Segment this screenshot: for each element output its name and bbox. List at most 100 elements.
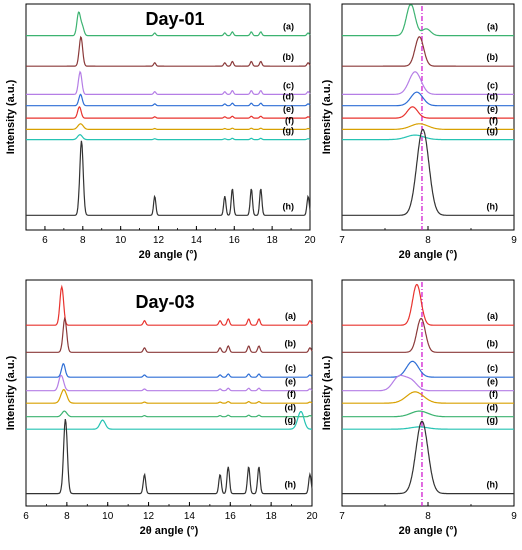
series-line bbox=[26, 284, 313, 326]
series-line bbox=[342, 426, 514, 430]
series-label: (d) bbox=[487, 403, 499, 413]
x-tick-label: 6 bbox=[42, 235, 48, 246]
x-axis-label: 2θ angle (°) bbox=[399, 525, 458, 537]
series-label: (f) bbox=[285, 115, 294, 125]
series-label: (e) bbox=[283, 104, 294, 114]
x-tick-label: 14 bbox=[184, 511, 196, 522]
series-label: (h) bbox=[487, 201, 499, 211]
x-tick-label: 7 bbox=[339, 511, 345, 522]
series-line bbox=[26, 411, 313, 430]
series-label: (a) bbox=[487, 22, 498, 32]
series-line bbox=[342, 134, 514, 141]
x-tick-label: 9 bbox=[511, 235, 517, 246]
series-line bbox=[26, 133, 311, 141]
plot-frame bbox=[25, 3, 311, 231]
series-line bbox=[26, 316, 313, 353]
series-line bbox=[26, 418, 313, 495]
series-label: (f) bbox=[489, 115, 498, 125]
series-label: (e) bbox=[487, 377, 498, 387]
series-line bbox=[342, 420, 514, 495]
series-line bbox=[26, 11, 311, 37]
x-tick-label: 20 bbox=[304, 235, 316, 246]
series-line bbox=[342, 360, 514, 378]
series-line bbox=[342, 391, 514, 404]
y-axis-label: Intensity (a.u.) bbox=[5, 79, 17, 154]
series-label: (a) bbox=[285, 311, 296, 321]
x-tick-label: 7 bbox=[339, 235, 345, 246]
series-line bbox=[26, 70, 311, 96]
series-line bbox=[26, 106, 311, 119]
series-line bbox=[342, 123, 514, 130]
series-line bbox=[342, 36, 514, 67]
series-label: (d) bbox=[487, 92, 499, 102]
series-line bbox=[342, 374, 514, 392]
x-tick-label: 8 bbox=[425, 511, 431, 522]
x-tick-label: 16 bbox=[225, 511, 237, 522]
series-line bbox=[342, 128, 514, 216]
series-label: (f) bbox=[489, 389, 498, 399]
series-label: (b) bbox=[487, 52, 499, 62]
series-label: (c) bbox=[487, 80, 498, 90]
series-label: (b) bbox=[487, 338, 499, 348]
x-tick-label: 6 bbox=[23, 511, 29, 522]
series-label: (g) bbox=[487, 126, 499, 136]
series-line bbox=[342, 4, 514, 37]
series-label: (g) bbox=[487, 415, 499, 425]
series-line bbox=[26, 123, 311, 130]
x-tick-label: 16 bbox=[229, 235, 241, 246]
y-axis-label: Intensity (a.u.) bbox=[321, 79, 333, 154]
x-tick-label: 8 bbox=[64, 511, 70, 522]
x-tick-label: 12 bbox=[143, 511, 155, 522]
series-line bbox=[342, 71, 514, 96]
series-label: (c) bbox=[285, 363, 296, 373]
panel-day01-full: 6 8 10 12 14 16 18 20 2θ angle (°) Intensity (a.u… bbox=[5, 3, 316, 261]
x-tick-label: 20 bbox=[306, 511, 318, 522]
x-axis-label: 2θ angle (°) bbox=[399, 249, 458, 261]
x-tick-label: 10 bbox=[102, 511, 114, 522]
series-label: (a) bbox=[487, 311, 498, 321]
series-line bbox=[342, 283, 514, 326]
x-tick-label: 18 bbox=[266, 511, 278, 522]
series-label: (g) bbox=[283, 126, 295, 136]
series-line bbox=[26, 410, 313, 418]
series-label: (e) bbox=[487, 104, 498, 114]
series-label: (b) bbox=[285, 338, 297, 348]
series-label: (d) bbox=[283, 92, 295, 102]
series-line bbox=[342, 317, 514, 353]
y-axis-label: Intensity (a.u.) bbox=[321, 355, 333, 430]
panel-day03-zoom: 7 8 9 2θ angle (°) Intensity (a.u.) (a) (b) (c)… bbox=[321, 279, 517, 537]
x-tick-label: 9 bbox=[511, 511, 517, 522]
series-line bbox=[26, 374, 313, 392]
x-tick-label: 14 bbox=[191, 235, 203, 246]
series-line bbox=[26, 93, 311, 107]
y-axis-label: Intensity (a.u.) bbox=[5, 355, 17, 430]
series-label: (h) bbox=[285, 480, 297, 490]
series-line bbox=[26, 388, 313, 404]
x-tick-label: 8 bbox=[80, 235, 86, 246]
x-tick-label: 10 bbox=[115, 235, 127, 246]
panel-day03-full: 6 8 10 12 14 16 18 20 2θ angle (°) Intensity (a.u… bbox=[5, 279, 318, 537]
x-tick-label: 8 bbox=[425, 235, 431, 246]
x-axis-label: 2θ angle (°) bbox=[140, 525, 199, 537]
series-label: (d) bbox=[285, 403, 297, 413]
series-line bbox=[26, 140, 311, 216]
panel-title: Day-01 bbox=[145, 9, 204, 29]
series-label: (e) bbox=[285, 377, 296, 387]
series-line bbox=[26, 35, 311, 67]
series-line bbox=[342, 410, 514, 418]
series-line bbox=[342, 106, 514, 119]
series-label: (f) bbox=[287, 389, 296, 399]
panel-title: Day-03 bbox=[135, 292, 194, 312]
series-label: (b) bbox=[283, 52, 295, 62]
x-tick-label: 12 bbox=[153, 235, 165, 246]
x-tick-label: 18 bbox=[267, 235, 279, 246]
series-label: (c) bbox=[487, 363, 498, 373]
x-axis-label: 2θ angle (°) bbox=[139, 249, 198, 261]
series-label: (h) bbox=[283, 201, 295, 211]
series-label: (g) bbox=[285, 415, 297, 425]
panel-day01-zoom: 7 8 9 2θ angle (°) Intensity (a.u.) (a) (b) (c)… bbox=[321, 3, 517, 261]
series-label: (a) bbox=[283, 22, 294, 32]
series-line bbox=[26, 362, 313, 378]
series-label: (c) bbox=[283, 80, 294, 90]
